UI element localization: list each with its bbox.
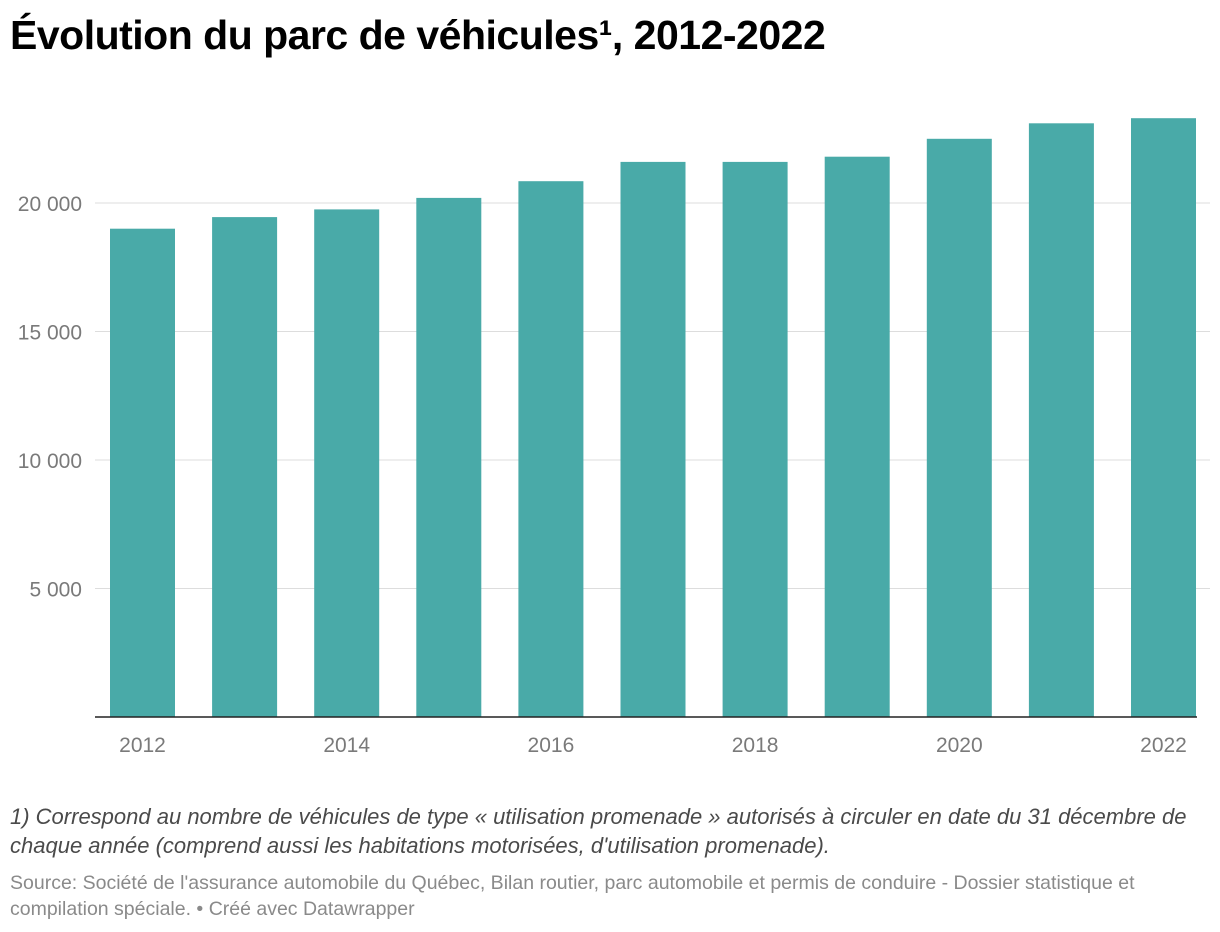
y-tick-label-15000: 15 000 — [18, 322, 82, 345]
source-note: Source: Société de l'assurance automobil… — [10, 872, 1135, 920]
bars — [110, 118, 1196, 718]
bar-2014[interactable] — [314, 209, 380, 717]
bar-2021[interactable] — [1028, 123, 1094, 718]
bar-2019[interactable] — [824, 156, 890, 717]
x-tick-label-2018: 2018 — [732, 734, 779, 757]
bar-chart: 5 000 10 000 15 000 20 000 2012 2014 2016 2018… — [18, 118, 1210, 757]
bar-2017[interactable] — [620, 161, 686, 717]
x-tick-label-2012: 2012 — [119, 734, 166, 757]
x-tick-label-2014: 2014 — [323, 734, 370, 757]
y-tick-label-10000: 10 000 — [18, 450, 82, 473]
y-tick-label-20000: 20 000 — [18, 193, 82, 216]
bar-2012[interactable] — [110, 228, 175, 717]
bar-2015[interactable] — [416, 197, 482, 717]
bar-2020[interactable] — [926, 138, 992, 718]
bar-2016[interactable] — [518, 181, 584, 717]
x-tick-label-2020: 2020 — [936, 734, 983, 757]
x-tick-label-2016: 2016 — [528, 734, 575, 757]
footnote: 1) Correspond au nombre de véhicules de … — [10, 804, 1187, 858]
bar-2022[interactable] — [1131, 118, 1196, 717]
datawrapper-credit[interactable]: Créé avec Datawrapper — [208, 898, 415, 920]
x-axis-ticks: 2012 2014 2016 2018 2020 2022 — [119, 734, 1187, 757]
y-tick-label-5000: 5 000 — [29, 579, 82, 602]
source-text: Source: Société de l'assurance automobil… — [10, 872, 1135, 920]
chart-title: Évolution du parc de véhicules¹, 2012-20… — [10, 12, 826, 58]
y-axis-ticks: 5 000 10 000 15 000 20 000 — [18, 193, 82, 602]
x-tick-label-2022: 2022 — [1140, 734, 1187, 757]
bar-2013[interactable] — [212, 217, 278, 717]
bar-2018[interactable] — [722, 161, 788, 717]
